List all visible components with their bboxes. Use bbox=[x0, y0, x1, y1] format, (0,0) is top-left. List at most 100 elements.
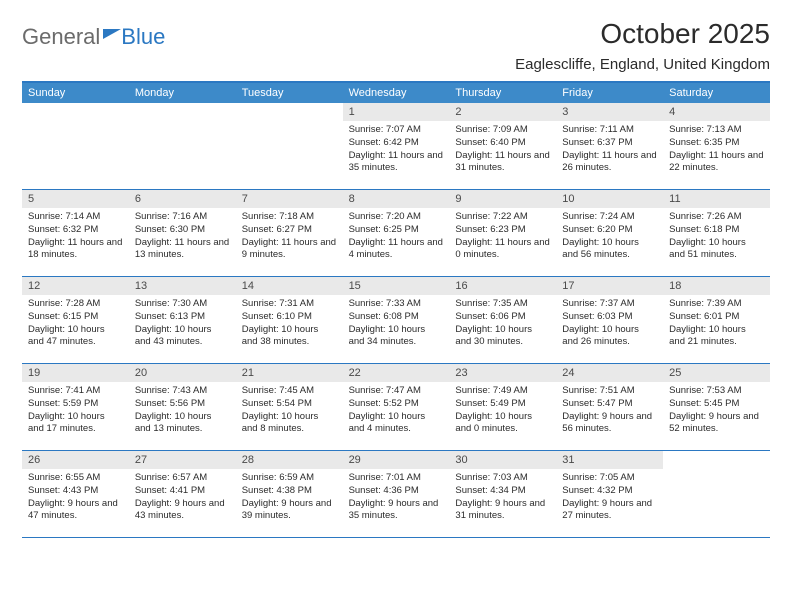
sunrise-text: Sunrise: 7:39 AM bbox=[669, 298, 764, 311]
calendar-cell: 29Sunrise: 7:01 AMSunset: 4:36 PMDayligh… bbox=[343, 451, 450, 537]
location: Eaglescliffe, England, United Kingdom bbox=[515, 56, 770, 73]
calendar-cell: 2Sunrise: 7:09 AMSunset: 6:40 PMDaylight… bbox=[449, 103, 556, 189]
sunrise-text: Sunrise: 6:57 AM bbox=[135, 472, 230, 485]
sunset-text: Sunset: 4:34 PM bbox=[455, 485, 550, 498]
calendar-cell: 5Sunrise: 7:14 AMSunset: 6:32 PMDaylight… bbox=[22, 190, 129, 276]
day-number: 19 bbox=[22, 364, 129, 382]
calendar-cell: 12Sunrise: 7:28 AMSunset: 6:15 PMDayligh… bbox=[22, 277, 129, 363]
cell-body: Sunrise: 7:03 AMSunset: 4:34 PMDaylight:… bbox=[449, 469, 556, 529]
calendar-cell: 21Sunrise: 7:45 AMSunset: 5:54 PMDayligh… bbox=[236, 364, 343, 450]
calendar-page: General Blue October 2025 Eaglescliffe, … bbox=[0, 0, 792, 556]
calendar-cell: 28Sunrise: 6:59 AMSunset: 4:38 PMDayligh… bbox=[236, 451, 343, 537]
calendar-cell: 25Sunrise: 7:53 AMSunset: 5:45 PMDayligh… bbox=[663, 364, 770, 450]
daylight-text: Daylight: 11 hours and 0 minutes. bbox=[455, 237, 550, 263]
calendar-cell: 19Sunrise: 7:41 AMSunset: 5:59 PMDayligh… bbox=[22, 364, 129, 450]
sunrise-text: Sunrise: 7:45 AM bbox=[242, 385, 337, 398]
daylight-text: Daylight: 11 hours and 26 minutes. bbox=[562, 150, 657, 176]
sunset-text: Sunset: 6:13 PM bbox=[135, 311, 230, 324]
daylight-text: Daylight: 9 hours and 27 minutes. bbox=[562, 498, 657, 524]
sunset-text: Sunset: 4:36 PM bbox=[349, 485, 444, 498]
sunrise-text: Sunrise: 7:16 AM bbox=[135, 211, 230, 224]
calendar-cell: 27Sunrise: 6:57 AMSunset: 4:41 PMDayligh… bbox=[129, 451, 236, 537]
daylight-text: Daylight: 9 hours and 43 minutes. bbox=[135, 498, 230, 524]
sunset-text: Sunset: 5:59 PM bbox=[28, 398, 123, 411]
daylight-text: Daylight: 10 hours and 43 minutes. bbox=[135, 324, 230, 350]
cell-body: Sunrise: 7:26 AMSunset: 6:18 PMDaylight:… bbox=[663, 208, 770, 268]
sunrise-text: Sunrise: 6:59 AM bbox=[242, 472, 337, 485]
day-number: 28 bbox=[236, 451, 343, 469]
day-number: 8 bbox=[343, 190, 450, 208]
calendar: SundayMondayTuesdayWednesdayThursdayFrid… bbox=[22, 81, 770, 538]
sunset-text: Sunset: 6:37 PM bbox=[562, 137, 657, 150]
sunset-text: Sunset: 6:42 PM bbox=[349, 137, 444, 150]
daylight-text: Daylight: 11 hours and 22 minutes. bbox=[669, 150, 764, 176]
day-number: 7 bbox=[236, 190, 343, 208]
day-number: 13 bbox=[129, 277, 236, 295]
calendar-cell: 20Sunrise: 7:43 AMSunset: 5:56 PMDayligh… bbox=[129, 364, 236, 450]
brand-text-1: General bbox=[22, 24, 100, 50]
calendar-cell: 18Sunrise: 7:39 AMSunset: 6:01 PMDayligh… bbox=[663, 277, 770, 363]
daylight-text: Daylight: 11 hours and 18 minutes. bbox=[28, 237, 123, 263]
calendar-cell: 13Sunrise: 7:30 AMSunset: 6:13 PMDayligh… bbox=[129, 277, 236, 363]
day-number: 20 bbox=[129, 364, 236, 382]
cell-body: Sunrise: 7:24 AMSunset: 6:20 PMDaylight:… bbox=[556, 208, 663, 268]
cell-body: Sunrise: 7:16 AMSunset: 6:30 PMDaylight:… bbox=[129, 208, 236, 268]
brand-logo: General Blue bbox=[22, 18, 165, 50]
daylight-text: Daylight: 9 hours and 47 minutes. bbox=[28, 498, 123, 524]
sunrise-text: Sunrise: 7:37 AM bbox=[562, 298, 657, 311]
sunset-text: Sunset: 6:20 PM bbox=[562, 224, 657, 237]
calendar-body: 1Sunrise: 7:07 AMSunset: 6:42 PMDaylight… bbox=[22, 103, 770, 538]
week-row: 12Sunrise: 7:28 AMSunset: 6:15 PMDayligh… bbox=[22, 277, 770, 364]
day-header-cell: Saturday bbox=[663, 83, 770, 103]
sunset-text: Sunset: 6:15 PM bbox=[28, 311, 123, 324]
sunset-text: Sunset: 4:32 PM bbox=[562, 485, 657, 498]
sunrise-text: Sunrise: 7:28 AM bbox=[28, 298, 123, 311]
sunrise-text: Sunrise: 7:49 AM bbox=[455, 385, 550, 398]
brand-triangle-icon bbox=[103, 29, 121, 39]
sunset-text: Sunset: 6:10 PM bbox=[242, 311, 337, 324]
sunrise-text: Sunrise: 7:18 AM bbox=[242, 211, 337, 224]
day-number: 17 bbox=[556, 277, 663, 295]
sunset-text: Sunset: 5:56 PM bbox=[135, 398, 230, 411]
cell-body: Sunrise: 7:43 AMSunset: 5:56 PMDaylight:… bbox=[129, 382, 236, 442]
sunset-text: Sunset: 6:06 PM bbox=[455, 311, 550, 324]
calendar-cell bbox=[129, 103, 236, 189]
calendar-cell: 24Sunrise: 7:51 AMSunset: 5:47 PMDayligh… bbox=[556, 364, 663, 450]
day-header-cell: Wednesday bbox=[343, 83, 450, 103]
cell-body: Sunrise: 7:53 AMSunset: 5:45 PMDaylight:… bbox=[663, 382, 770, 442]
calendar-cell: 8 Sunrise: 7:20 AMSunset: 6:25 PMDaylight… bbox=[343, 190, 450, 276]
day-header-cell: Friday bbox=[556, 83, 663, 103]
cell-body: Sunrise: 7:39 AMSunset: 6:01 PMDaylight:… bbox=[663, 295, 770, 355]
week-row: 1Sunrise: 7:07 AMSunset: 6:42 PMDaylight… bbox=[22, 103, 770, 190]
sunrise-text: Sunrise: 7:03 AM bbox=[455, 472, 550, 485]
daylight-text: Daylight: 10 hours and 38 minutes. bbox=[242, 324, 337, 350]
day-number: 23 bbox=[449, 364, 556, 382]
sunset-text: Sunset: 5:45 PM bbox=[669, 398, 764, 411]
title-block: October 2025 Eaglescliffe, England, Unit… bbox=[515, 18, 770, 73]
calendar-cell: 31Sunrise: 7:05 AMSunset: 4:32 PMDayligh… bbox=[556, 451, 663, 537]
daylight-text: Daylight: 10 hours and 34 minutes. bbox=[349, 324, 444, 350]
daylight-text: Daylight: 10 hours and 30 minutes. bbox=[455, 324, 550, 350]
day-number: 27 bbox=[129, 451, 236, 469]
calendar-cell bbox=[236, 103, 343, 189]
day-header-cell: Thursday bbox=[449, 83, 556, 103]
day-header-row: SundayMondayTuesdayWednesdayThursdayFrid… bbox=[22, 83, 770, 103]
day-number: 30 bbox=[449, 451, 556, 469]
cell-body: Sunrise: 6:55 AMSunset: 4:43 PMDaylight:… bbox=[22, 469, 129, 529]
sunset-text: Sunset: 6:25 PM bbox=[349, 224, 444, 237]
daylight-text: Daylight: 11 hours and 4 minutes. bbox=[349, 237, 444, 263]
week-row: 5Sunrise: 7:14 AMSunset: 6:32 PMDaylight… bbox=[22, 190, 770, 277]
sunset-text: Sunset: 6:01 PM bbox=[669, 311, 764, 324]
sunrise-text: Sunrise: 7:11 AM bbox=[562, 124, 657, 137]
sunrise-text: Sunrise: 7:20 AM bbox=[349, 211, 444, 224]
brand-text-2: Blue bbox=[121, 24, 165, 50]
daylight-text: Daylight: 10 hours and 47 minutes. bbox=[28, 324, 123, 350]
cell-body: Sunrise: 7:47 AMSunset: 5:52 PMDaylight:… bbox=[343, 382, 450, 442]
cell-body: Sunrise: 7:31 AMSunset: 6:10 PMDaylight:… bbox=[236, 295, 343, 355]
sunrise-text: Sunrise: 6:55 AM bbox=[28, 472, 123, 485]
daylight-text: Daylight: 10 hours and 56 minutes. bbox=[562, 237, 657, 263]
calendar-cell: 10Sunrise: 7:24 AMSunset: 6:20 PMDayligh… bbox=[556, 190, 663, 276]
calendar-cell: 1Sunrise: 7:07 AMSunset: 6:42 PMDaylight… bbox=[343, 103, 450, 189]
cell-body: Sunrise: 7:28 AMSunset: 6:15 PMDaylight:… bbox=[22, 295, 129, 355]
day-number: 5 bbox=[22, 190, 129, 208]
